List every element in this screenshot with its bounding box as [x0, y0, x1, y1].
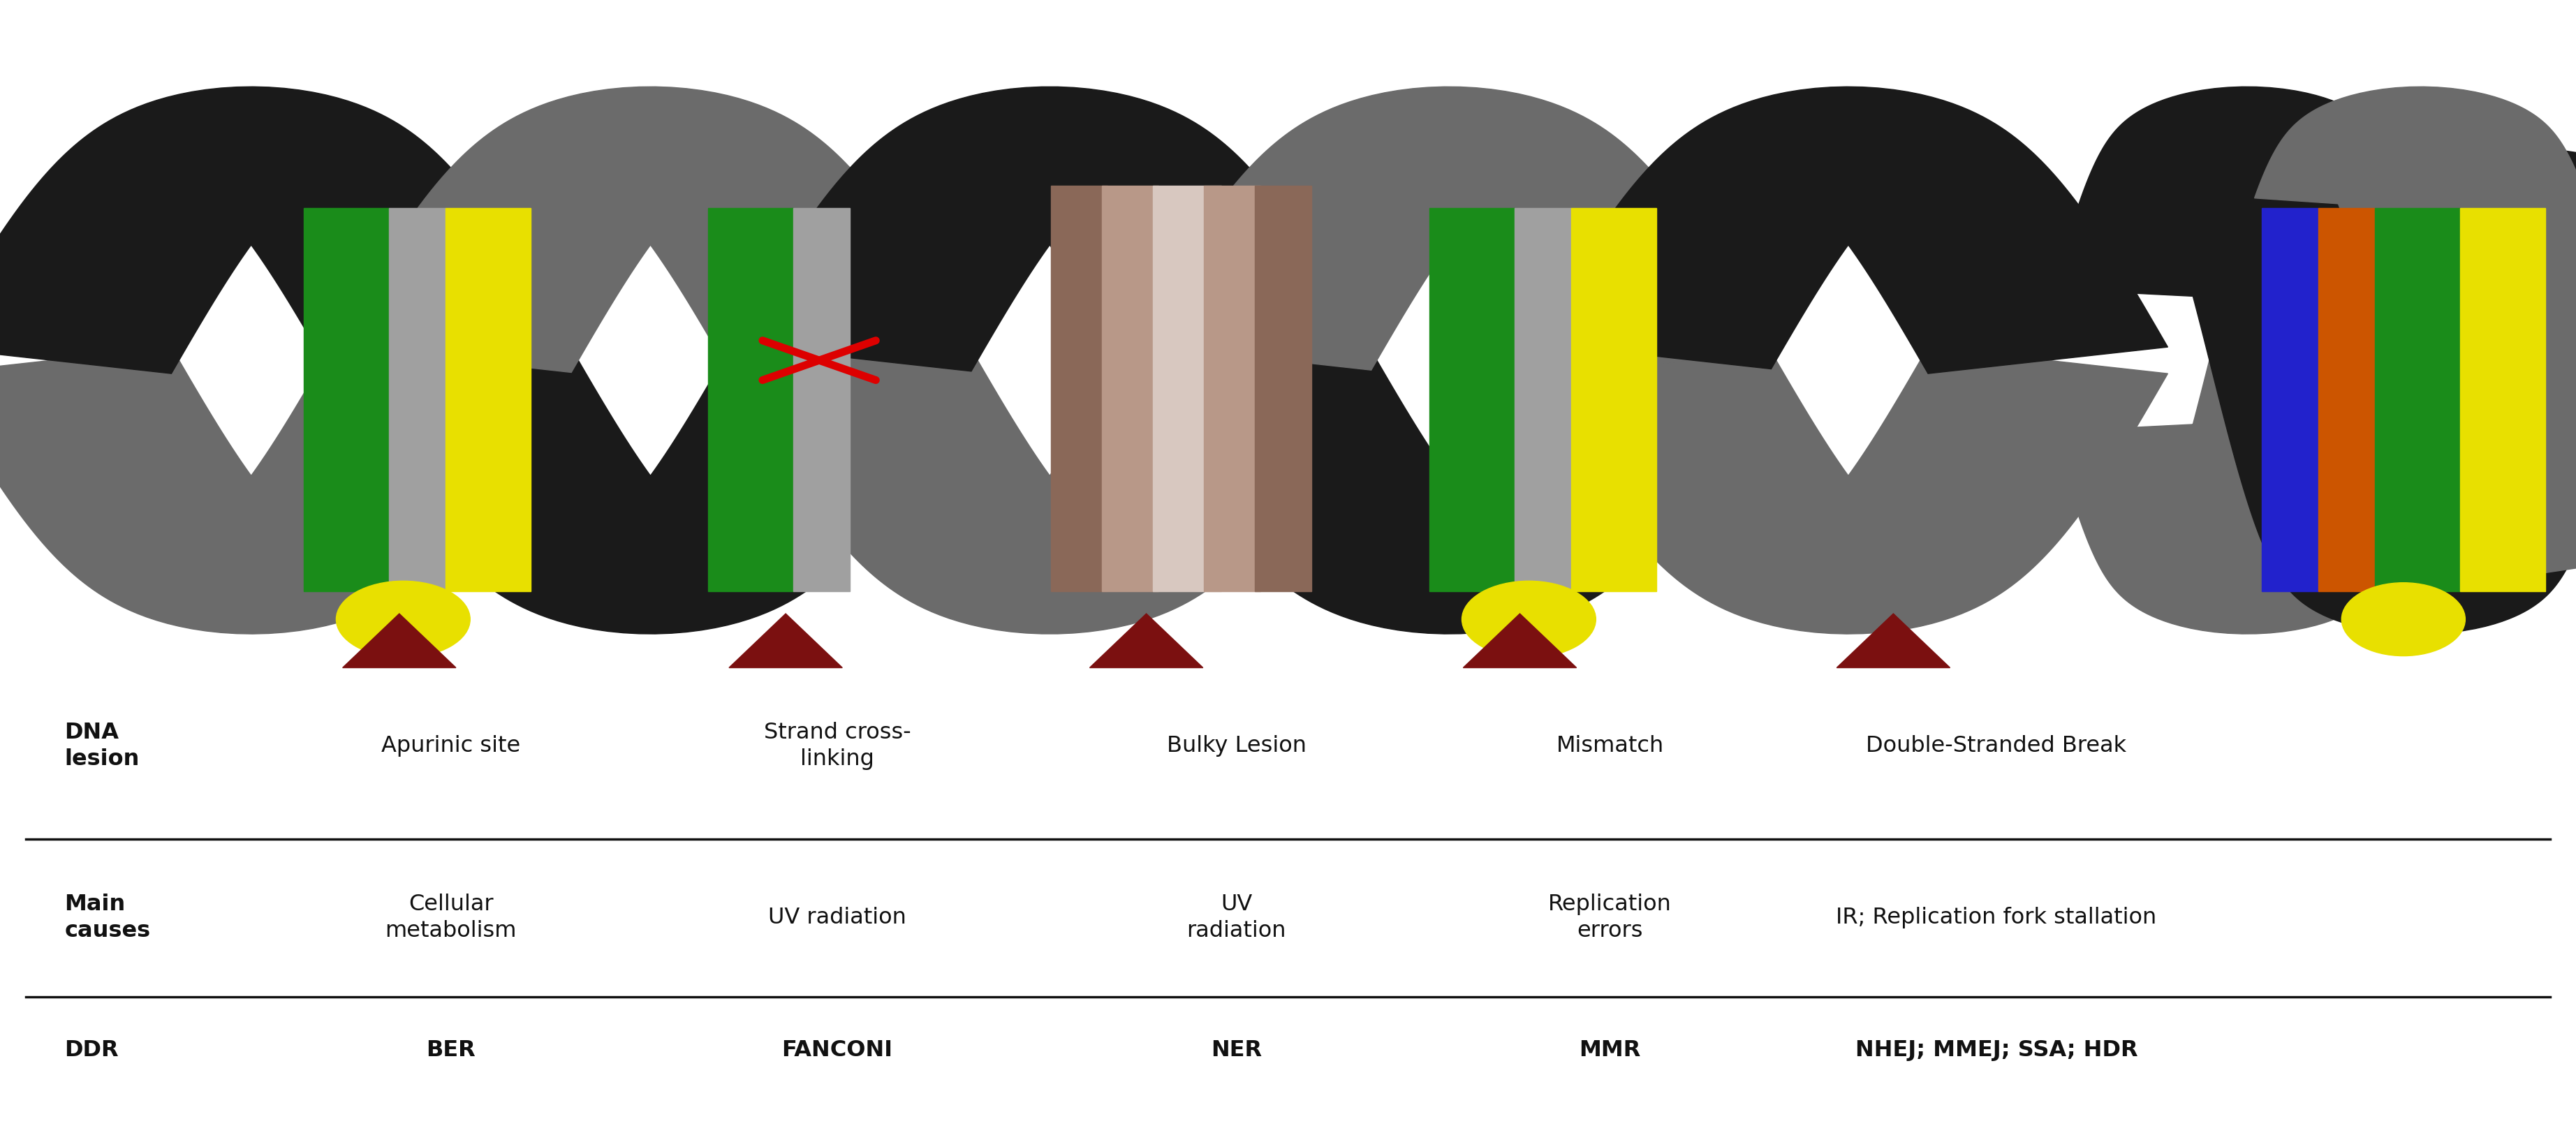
Text: NHEJ; MMEJ; SSA; HDR: NHEJ; MMEJ; SSA; HDR — [1855, 1039, 2138, 1061]
Polygon shape — [732, 87, 1370, 377]
Text: NER: NER — [1211, 1039, 1262, 1061]
Polygon shape — [1131, 87, 1772, 378]
Bar — [389, 208, 446, 591]
Polygon shape — [1463, 614, 1577, 668]
Bar — [793, 208, 850, 591]
Text: Cellular
metabolism: Cellular metabolism — [384, 894, 518, 941]
Text: MMR: MMR — [1579, 1039, 1641, 1061]
Polygon shape — [729, 614, 842, 668]
Polygon shape — [1090, 614, 1203, 668]
Bar — [1430, 208, 1515, 591]
Bar — [1203, 186, 1260, 591]
Text: BER: BER — [425, 1039, 477, 1061]
Bar — [1051, 186, 1108, 591]
Polygon shape — [332, 345, 971, 634]
Text: Mismatch: Mismatch — [1556, 735, 1664, 757]
Polygon shape — [1533, 87, 2169, 374]
Bar — [1571, 208, 1656, 591]
Ellipse shape — [1461, 581, 1595, 658]
Ellipse shape — [2342, 583, 2465, 655]
Text: UV
radiation: UV radiation — [1188, 894, 1285, 941]
Polygon shape — [2053, 198, 2499, 634]
Text: DNA
lesion: DNA lesion — [64, 722, 139, 770]
Bar — [1154, 186, 1221, 591]
Bar — [2262, 208, 2318, 591]
Bar — [446, 208, 531, 591]
Text: Replication
errors: Replication errors — [1548, 894, 1672, 941]
Bar — [2460, 208, 2545, 591]
Bar — [2375, 208, 2460, 591]
Text: Bulky Lesion: Bulky Lesion — [1167, 735, 1306, 757]
Polygon shape — [1131, 342, 1772, 634]
Polygon shape — [2053, 87, 2499, 522]
Bar — [1103, 186, 1159, 591]
Bar — [2318, 208, 2375, 591]
Polygon shape — [2254, 135, 2576, 634]
Polygon shape — [0, 87, 572, 375]
Polygon shape — [732, 343, 1370, 634]
Text: UV radiation: UV radiation — [768, 906, 907, 929]
Bar — [708, 208, 793, 591]
Text: IR; Replication fork stallation: IR; Replication fork stallation — [1837, 906, 2156, 929]
Polygon shape — [0, 346, 572, 634]
Text: DDR: DDR — [64, 1039, 118, 1061]
Polygon shape — [1837, 614, 1950, 668]
Text: Main
causes: Main causes — [64, 894, 149, 941]
Bar — [1515, 208, 1571, 591]
Ellipse shape — [335, 581, 469, 658]
Polygon shape — [1533, 347, 2169, 634]
Text: Apurinic site: Apurinic site — [381, 735, 520, 757]
Bar — [1255, 186, 1311, 591]
Polygon shape — [343, 614, 456, 668]
Polygon shape — [2254, 87, 2576, 586]
Text: FANCONI: FANCONI — [781, 1039, 894, 1061]
Bar — [304, 208, 389, 591]
Text: Double-Stranded Break: Double-Stranded Break — [1865, 735, 2128, 757]
Text: Strand cross-
linking: Strand cross- linking — [762, 722, 912, 770]
Polygon shape — [332, 87, 971, 376]
